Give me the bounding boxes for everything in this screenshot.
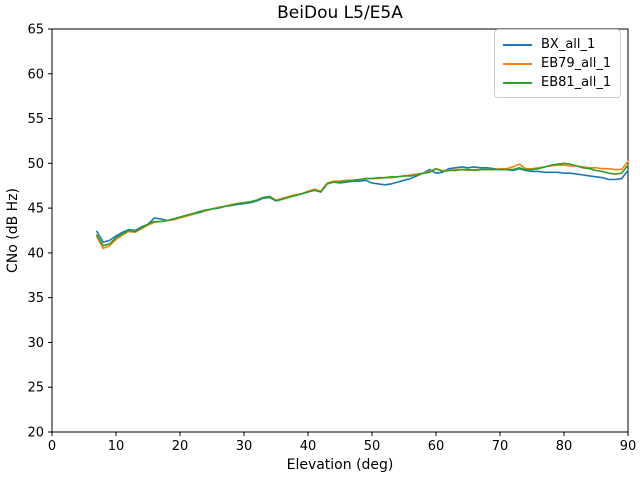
legend-line-sample [503,81,532,84]
x-axis-label: Elevation (deg) [287,457,394,473]
legend-line-sample [503,43,532,46]
y-tick-label: 65 [27,23,44,38]
x-tick-label: 40 [300,439,317,454]
y-tick-label: 40 [27,246,44,261]
x-tick-label: 0 [48,439,56,454]
chart-title: BeiDou L5/E5A [277,3,403,23]
y-tick-label: 60 [27,67,44,82]
series-line-BX_all_1 [96,166,629,243]
y-tick-label: 45 [27,202,44,217]
y-tick-label: 20 [27,426,44,441]
series-lines [96,160,629,250]
y-axis-label: CNo (dB Hz) [5,188,21,273]
x-tick-label: 10 [108,439,125,454]
y-tick-label: 30 [27,336,44,351]
x-tick-label: 50 [364,439,381,454]
x-tick-label: 30 [236,439,253,454]
y-tick-label: 50 [27,157,44,172]
y-tick-label: 35 [27,291,44,306]
legend: BX_all_1 EB79_all_1 EB81_all_1 [494,29,621,98]
plot-area-border [51,28,629,433]
legend-label: EB79_all_1 [541,56,612,71]
y-tick-label: 25 [27,381,44,396]
legend-item-BX_all_1: BX_all_1 [503,37,612,52]
legend-line-sample [503,62,532,65]
x-tick-label: 70 [492,439,509,454]
series-line-EB79_all_1 [96,160,629,250]
plot-frame [51,28,629,433]
legend-label: BX_all_1 [541,37,596,52]
x-tick-label: 20 [172,439,189,454]
x-axis: 0 10 20 30 40 50 60 70 80 90 [48,432,636,454]
x-tick-label: 60 [428,439,445,454]
x-tick-label: 80 [556,439,573,454]
legend-label: EB81_all_1 [541,75,612,90]
y-axis: 20 25 30 35 40 45 50 55 60 65 [27,23,52,441]
y-tick-label: 55 [27,112,44,127]
legend-item-EB81_all_1: EB81_all_1 [503,75,612,90]
series-line-EB81_all_1 [96,162,629,247]
x-tick-label: 90 [620,439,637,454]
legend-item-EB79_all_1: EB79_all_1 [503,56,612,71]
